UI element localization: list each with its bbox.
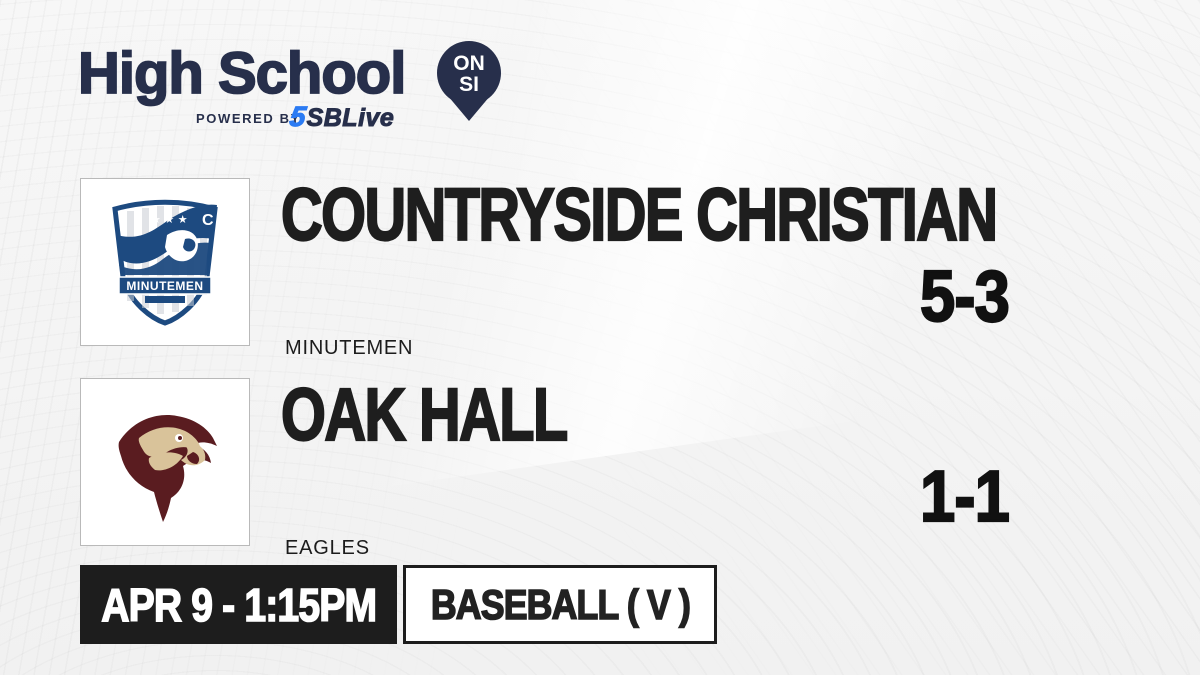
shield-banner-text: MINUTEMEN xyxy=(126,279,203,293)
sport-level: BASEBALL ( V ) xyxy=(430,580,691,629)
high-school-wordmark: High School xyxy=(77,40,407,107)
map-pin-icon: ON SI xyxy=(437,41,501,121)
team1-logo-box: ★ ★ ★ C MINUTEMEN xyxy=(80,178,250,346)
pin-text-on: ON xyxy=(453,52,485,75)
minutemen-shield-icon: ★ ★ ★ C MINUTEMEN xyxy=(112,199,218,326)
sblive-wordmark: SBLive xyxy=(306,104,395,133)
team2-mascot: EAGLES xyxy=(285,537,370,559)
pin-text-si: SI xyxy=(459,73,479,96)
team1-record: 5-3 xyxy=(919,256,1011,338)
eagle-head-icon xyxy=(118,415,217,522)
game-datetime-box: APR 9 - 1:15PM xyxy=(80,565,397,644)
shield-stars: ★ ★ ★ xyxy=(151,213,188,226)
team2-name: OAK HALL xyxy=(280,372,569,457)
game-datetime: APR 9 - 1:15PM xyxy=(100,578,377,632)
team1-mascot: MINUTEMEN xyxy=(285,337,414,359)
sblive-logo: 5 SBLive xyxy=(287,100,395,133)
shield-letter-c: C xyxy=(202,212,214,229)
team2-logo-box xyxy=(80,378,250,546)
sblive-bolt-icon: 5 xyxy=(287,100,308,132)
sport-level-box: BASEBALL ( V ) xyxy=(403,565,717,644)
team1-name: COUNTRYSIDE CHRISTIAN xyxy=(280,172,999,257)
on-si-pin-logo: ON SI xyxy=(433,40,507,122)
team2-record: 1-1 xyxy=(919,456,1011,538)
powered-by-label: POWERED BY xyxy=(196,111,301,126)
